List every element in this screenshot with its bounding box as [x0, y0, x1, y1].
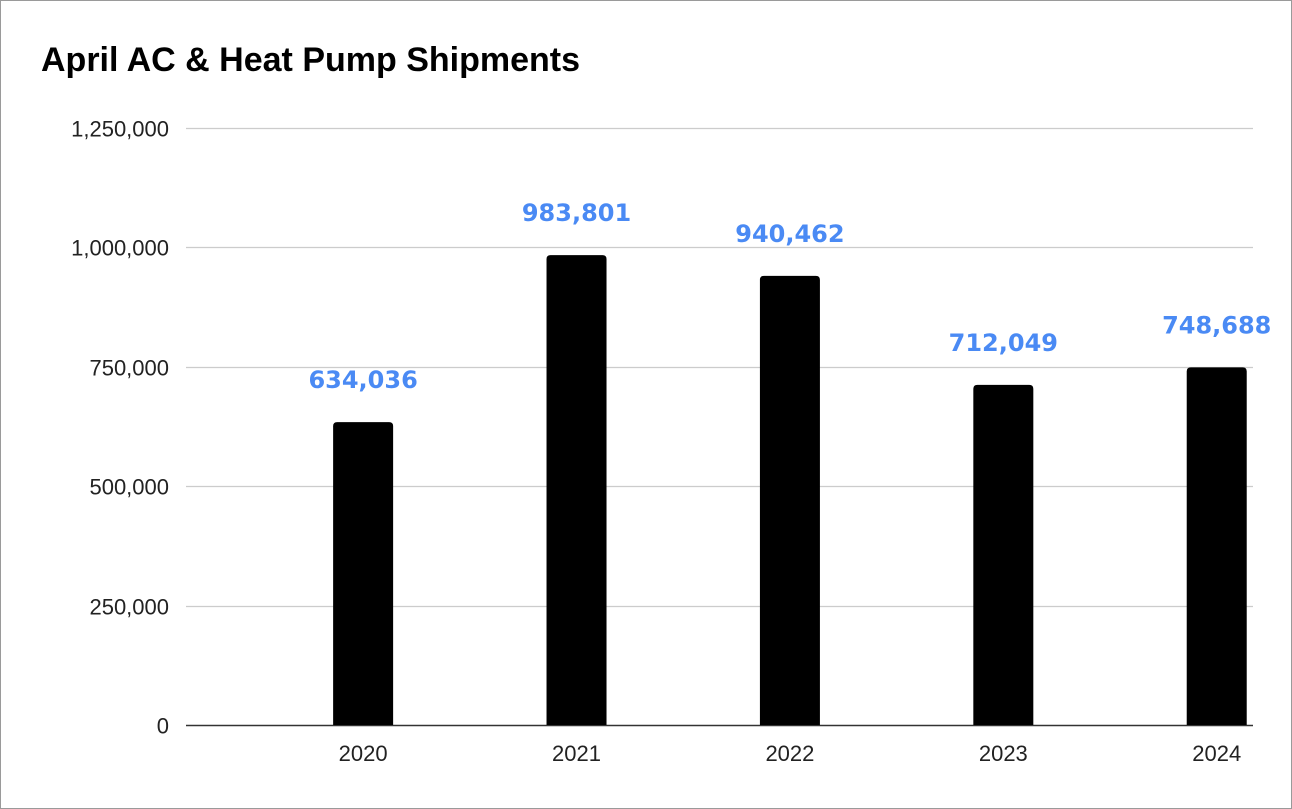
bar-2022 [759, 275, 820, 725]
y-tick-label: 750,000 [89, 356, 169, 381]
bar-2024 [1186, 367, 1247, 725]
data-label: 712,049 [949, 329, 1058, 357]
bar-2023 [973, 384, 1034, 725]
x-tick-label: 2021 [552, 741, 601, 766]
y-tick-label: 500,000 [89, 475, 169, 500]
y-tick-label: 1,000,000 [71, 236, 169, 261]
x-tick-label: 2023 [979, 741, 1028, 766]
x-tick-label: 2024 [1192, 741, 1241, 766]
y-tick-label: 250,000 [89, 595, 169, 620]
x-tick-label: 2022 [765, 741, 814, 766]
chart-title: April AC & Heat Pump Shipments [41, 41, 581, 79]
data-label: 940,462 [735, 220, 844, 248]
x-tick-label: 2020 [339, 741, 388, 766]
y-tick-label: 0 [157, 714, 169, 739]
data-label: 983,801 [522, 199, 631, 227]
y-tick-label: 1,250,000 [71, 117, 169, 142]
bar-2021 [546, 255, 607, 725]
data-label: 634,036 [308, 366, 417, 394]
bar-2020 [333, 422, 394, 725]
data-label: 748,688 [1162, 311, 1271, 339]
